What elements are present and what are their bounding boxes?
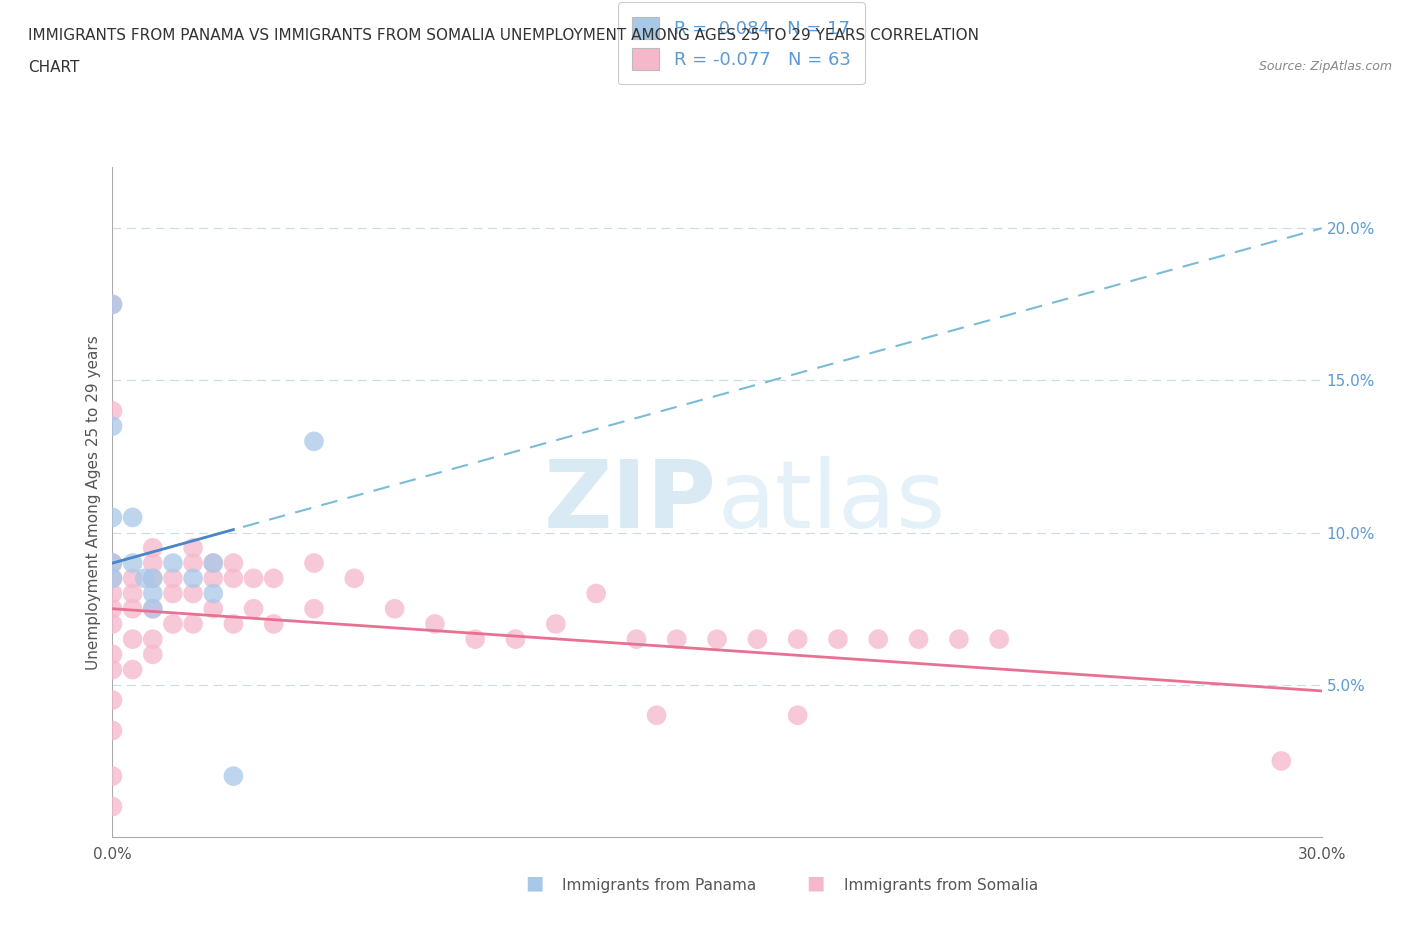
Text: ■: ■ [806, 874, 825, 893]
Point [464, 631, 486, 646]
Point [101, 799, 124, 814]
Point [181, 540, 204, 555]
Point [302, 434, 325, 449]
Text: Source: ZipAtlas.com: Source: ZipAtlas.com [1258, 60, 1392, 73]
Point [121, 510, 143, 525]
Point [645, 708, 668, 723]
Point [948, 631, 970, 646]
Point [181, 571, 204, 586]
Point [101, 617, 124, 631]
Point [585, 586, 607, 601]
Point [907, 631, 929, 646]
Point [142, 602, 165, 617]
Point [142, 647, 165, 662]
Point [706, 631, 728, 646]
Point [142, 540, 165, 555]
Point [827, 631, 849, 646]
Point [626, 631, 648, 646]
Point [202, 586, 225, 601]
Point [747, 631, 769, 646]
Point [142, 571, 165, 586]
Point [121, 555, 143, 570]
Text: IMMIGRANTS FROM PANAMA VS IMMIGRANTS FROM SOMALIA UNEMPLOYMENT AMONG AGES 25 TO : IMMIGRANTS FROM PANAMA VS IMMIGRANTS FRO… [28, 28, 979, 43]
Point [868, 631, 890, 646]
Point [101, 404, 124, 418]
Point [302, 555, 325, 570]
Text: Immigrants from Panama: Immigrants from Panama [562, 878, 756, 893]
Point [101, 723, 124, 737]
Point [202, 555, 225, 570]
Point [101, 555, 124, 570]
Point [302, 602, 325, 617]
Point [134, 571, 156, 586]
Point [162, 617, 184, 631]
Point [142, 571, 165, 586]
Point [544, 617, 567, 631]
Point [222, 769, 245, 784]
Point [202, 602, 225, 617]
Point [121, 586, 143, 601]
Point [222, 617, 245, 631]
Point [142, 555, 165, 570]
Text: Immigrants from Somalia: Immigrants from Somalia [844, 878, 1038, 893]
Point [242, 571, 264, 586]
Point [121, 571, 143, 586]
Point [222, 555, 245, 570]
Point [786, 708, 808, 723]
Point [121, 631, 143, 646]
Point [142, 631, 165, 646]
Point [181, 617, 204, 631]
Point [786, 631, 808, 646]
Text: atlas: atlas [717, 457, 945, 548]
Point [101, 647, 124, 662]
Point [222, 571, 245, 586]
Point [101, 769, 124, 784]
Point [101, 602, 124, 617]
Point [665, 631, 688, 646]
Point [202, 555, 225, 570]
Legend: R =  0.084   N = 17, R = -0.077   N = 63: R = 0.084 N = 17, R = -0.077 N = 63 [617, 3, 865, 85]
Point [181, 586, 204, 601]
Point [988, 631, 1011, 646]
Point [101, 510, 124, 525]
Point [343, 571, 366, 586]
Y-axis label: Unemployment Among Ages 25 to 29 years: Unemployment Among Ages 25 to 29 years [86, 335, 101, 670]
Point [101, 555, 124, 570]
Point [142, 586, 165, 601]
Point [101, 571, 124, 586]
Text: CHART: CHART [28, 60, 80, 75]
Point [121, 662, 143, 677]
Point [162, 586, 184, 601]
Point [263, 617, 285, 631]
Point [101, 662, 124, 677]
Point [505, 631, 527, 646]
Point [101, 571, 124, 586]
Point [101, 693, 124, 708]
Point [1270, 753, 1292, 768]
Point [384, 602, 406, 617]
Point [181, 555, 204, 570]
Point [101, 297, 124, 312]
Point [423, 617, 446, 631]
Point [101, 586, 124, 601]
Point [242, 602, 264, 617]
Point [202, 571, 225, 586]
Text: ZIP: ZIP [544, 457, 717, 548]
Point [142, 602, 165, 617]
Point [162, 571, 184, 586]
Text: ■: ■ [524, 874, 544, 893]
Point [162, 555, 184, 570]
Point [121, 602, 143, 617]
Point [101, 297, 124, 312]
Point [263, 571, 285, 586]
Point [101, 418, 124, 433]
